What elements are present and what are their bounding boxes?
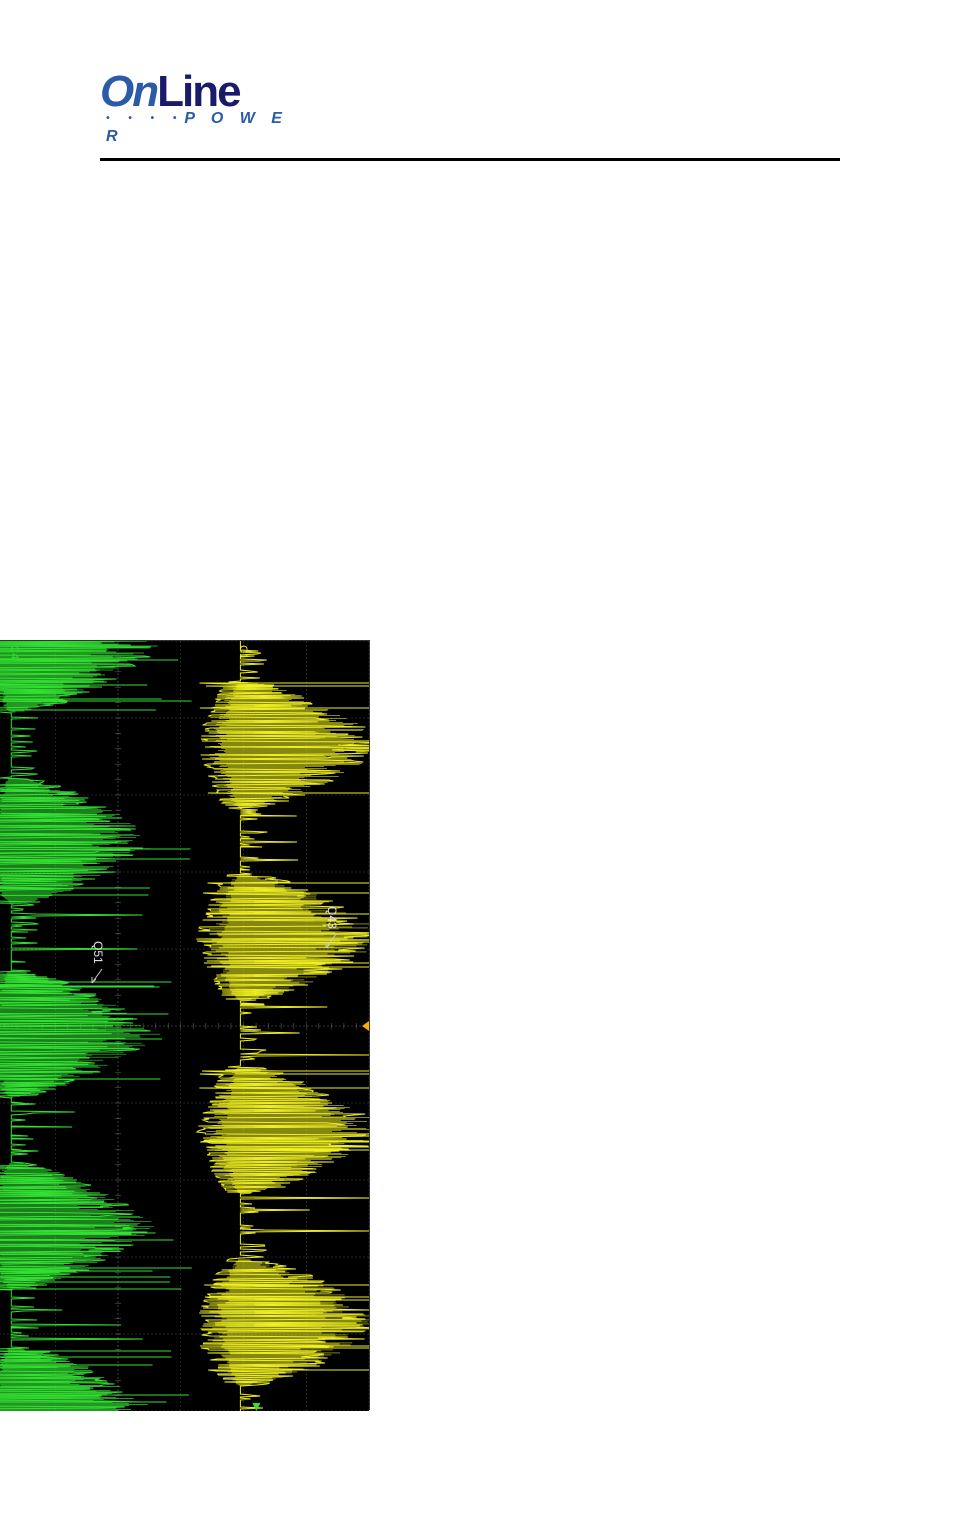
header-divider [100,158,840,161]
q43-label: Q43 [324,906,339,950]
logo-subtitle: • • • • P O W E R [106,110,300,146]
q51-arrow-icon [90,967,104,985]
logo-dots-icon: • • • • [106,113,184,124]
q43-arrow-icon [324,932,338,950]
ch4-marker: C4 [8,643,20,661]
scope-screen [0,641,369,1411]
ch1-marker: C1 [237,643,249,661]
brand-logo: OnLine • • • • P O W E R [100,70,300,140]
logo-word-on: On [100,67,157,116]
q51-label: Q51 [90,941,105,985]
page: OnLine • • • • P O W E R C1 C4 Q43 Q51 C… [0,0,954,1235]
logo-wordmark: OnLine [100,70,300,114]
logo-word-line: Line [157,67,239,116]
figure-block: C1 C4 Q43 Q51 C1 DC1M 5.00 V/div 5.50 V … [0,640,370,1520]
oscilloscope-capture: C1 C4 Q43 Q51 C1 DC1M 5.00 V/div 5.50 V … [0,640,370,1410]
